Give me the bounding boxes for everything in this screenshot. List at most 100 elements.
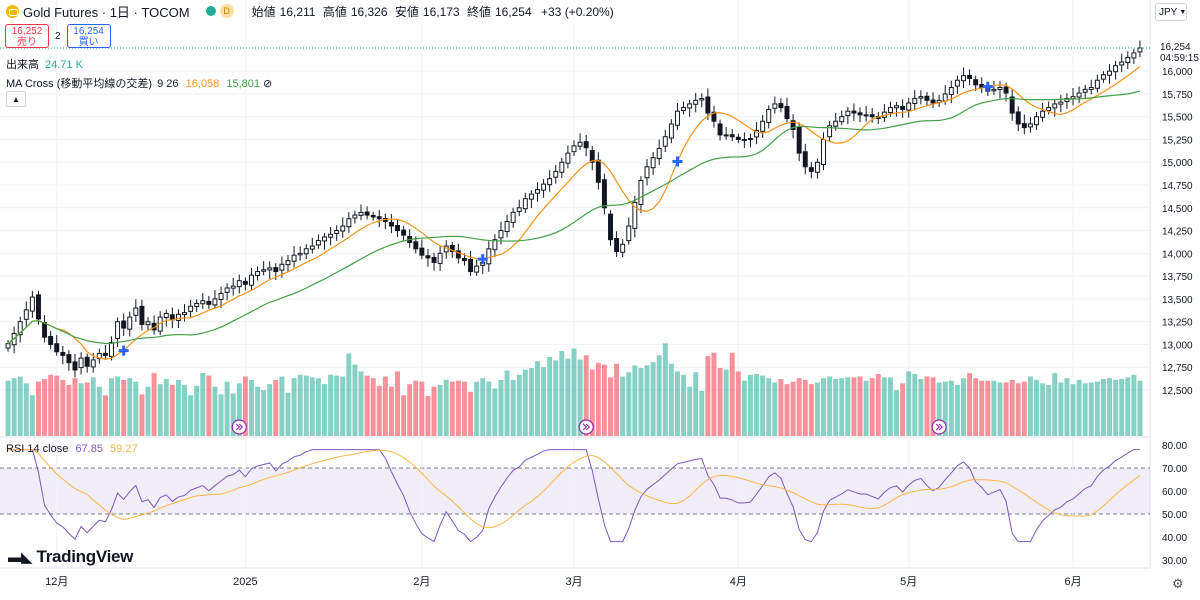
time-tick-label: 2025 <box>233 576 257 588</box>
volume-bar <box>145 386 151 436</box>
candle-body <box>115 321 121 339</box>
candle-body <box>133 307 139 316</box>
high-label: 高値 <box>322 4 347 19</box>
candle-body <box>486 248 492 265</box>
candle-body <box>583 141 589 149</box>
candle-body <box>175 313 181 321</box>
time-tick-label: 5月 <box>900 576 917 588</box>
volume-bar <box>699 390 705 436</box>
cross-marker-icon <box>477 254 488 265</box>
rsi-value: 67.85 <box>75 443 103 455</box>
candle-body <box>1088 87 1094 91</box>
volume-bar <box>522 369 528 436</box>
candle-body <box>29 296 35 312</box>
rsi-tick-label: 60.00 <box>1162 487 1187 498</box>
symbol-title[interactable]: Gold Futures · 1日 · TOCOM <box>23 4 190 20</box>
candle-body <box>504 220 510 232</box>
sell-button[interactable]: 16,252 売り <box>5 24 49 48</box>
candle-body <box>1082 88 1088 93</box>
currency-selector[interactable]: JPY ▼ <box>1155 3 1187 21</box>
volume-bar <box>388 386 394 436</box>
candle-body <box>1009 96 1015 114</box>
hide-indicator-icon[interactable]: ⊘ <box>263 78 273 90</box>
volume-bar <box>358 371 364 436</box>
candle-body <box>194 302 200 307</box>
candle-body <box>541 183 547 191</box>
volume-bar <box>814 382 820 436</box>
volume-bar <box>78 383 84 436</box>
candle-body <box>1119 61 1125 66</box>
volume-bar <box>620 376 626 436</box>
candle-body <box>340 225 346 232</box>
candle-body <box>833 120 839 127</box>
volume-bar <box>614 363 620 436</box>
rsi-legend[interactable]: RSI 14 close 67.85 59.27 <box>6 443 138 455</box>
candle-body <box>906 102 912 111</box>
price-tick-label: 13,000 <box>1162 340 1193 351</box>
volume-bar <box>510 379 516 436</box>
candle-body <box>614 237 620 253</box>
volume-label: 出来高 <box>6 59 39 71</box>
ma-slow-value: 15,801 <box>226 78 260 90</box>
candle-body <box>35 294 41 320</box>
buy-button[interactable]: 16,254 買い <box>66 24 111 48</box>
candle-body <box>1113 65 1119 73</box>
volume-bar <box>918 379 924 436</box>
candle-body <box>200 300 206 305</box>
volume-bar <box>303 375 309 436</box>
collapse-legend-button[interactable]: ▲ <box>6 91 26 107</box>
tradingview-logo[interactable]: ▬◣ TradingView <box>8 547 133 567</box>
ma-cross-legend[interactable]: MA Cross (移動平均線の交差) 9 26 16,058 15,801 ⊘ <box>6 75 272 91</box>
volume-bar <box>5 380 11 436</box>
candle-body <box>224 287 230 293</box>
volume-bar <box>851 377 857 436</box>
candle-body <box>1003 86 1009 94</box>
time-tick-label: 3月 <box>565 576 582 588</box>
price-tick-label: 14,000 <box>1162 249 1193 260</box>
volume-bar <box>997 382 1003 436</box>
candle-body <box>1021 123 1027 129</box>
event-marker-icon <box>235 423 244 431</box>
candle-body <box>121 320 127 329</box>
volume-bar <box>991 380 997 436</box>
volume-bar <box>717 368 723 436</box>
candle-body <box>741 138 747 141</box>
settings-gear-icon[interactable]: ⚙ <box>1172 576 1184 591</box>
candle-body <box>924 95 930 101</box>
volume-bar <box>1064 378 1070 436</box>
volume-bar <box>498 379 504 436</box>
volume-bar <box>1137 380 1143 436</box>
volume-bar <box>1070 384 1076 436</box>
candle-body <box>894 105 900 109</box>
chevron-down-icon: ▼ <box>1179 8 1187 16</box>
volume-bar <box>833 379 839 436</box>
volume-bar <box>1058 382 1064 436</box>
volume-bar <box>35 381 41 436</box>
volume-bar <box>547 356 553 436</box>
candle-body <box>1076 92 1082 98</box>
candle-body <box>1058 101 1064 105</box>
price-tick-label: 13,750 <box>1162 272 1193 283</box>
volume-bar <box>681 374 687 436</box>
volume-bar <box>443 379 449 436</box>
time-tick-label: 4月 <box>730 576 747 588</box>
tv-logo-icon: ▬◣ <box>8 549 33 566</box>
candle-body <box>845 110 851 117</box>
candle-body <box>376 216 382 220</box>
volume-bar <box>687 386 693 436</box>
volume-bar <box>60 379 66 436</box>
volume-legend[interactable]: 出来高 24.71 K <box>6 56 83 72</box>
candle-body <box>449 245 455 253</box>
rsi-tick-label: 70.00 <box>1162 464 1187 475</box>
candle-body <box>772 103 778 109</box>
trade-buttons: 16,252 売り 2 16,254 買い <box>5 24 111 48</box>
volume-bar <box>419 381 425 436</box>
volume-bar <box>638 368 644 436</box>
volume-bar <box>516 374 522 436</box>
rsi-tick-label: 40.00 <box>1162 533 1187 544</box>
cross-marker-icon <box>672 156 683 167</box>
candle-body <box>285 260 291 266</box>
volume-bar <box>608 377 613 436</box>
volume-bar <box>967 373 973 436</box>
